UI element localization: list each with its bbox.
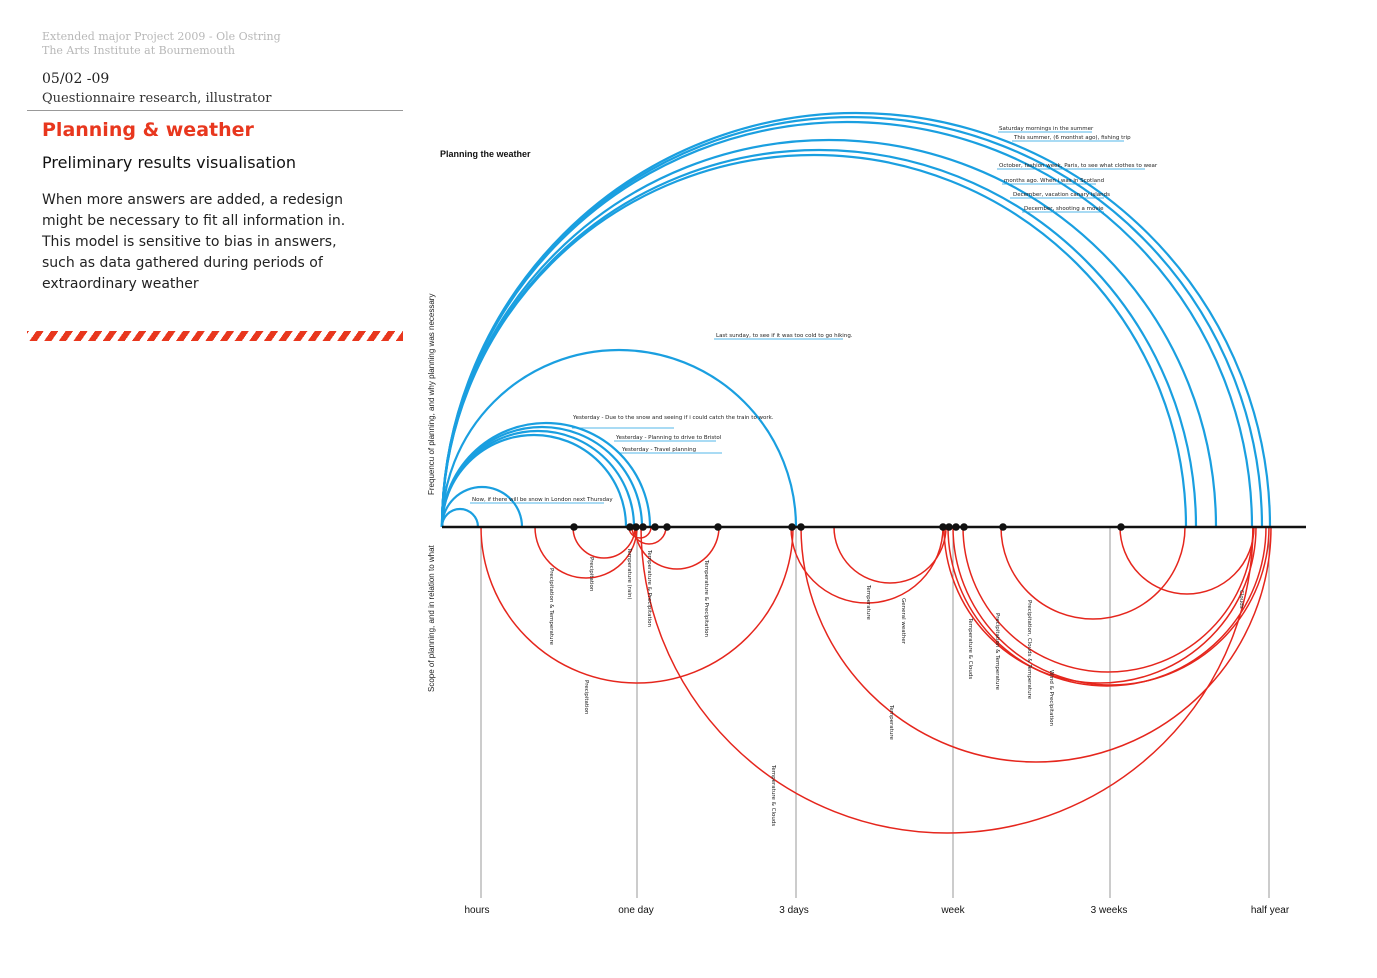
answer-dot — [797, 523, 805, 531]
scope-label: Temperature & Clouds — [770, 764, 776, 826]
scope-label: Precipitation & Temperature — [548, 568, 554, 646]
answer-dot — [952, 523, 960, 531]
answer-dot — [663, 523, 671, 531]
arc-scope — [1000, 526, 1186, 620]
scope-label: Precipitation & Temperature — [994, 613, 1000, 691]
arc-frequency — [440, 433, 628, 528]
header-subtitle: Questionnaire research, illustrator — [42, 91, 272, 106]
scope-arcs — [480, 526, 1272, 834]
scope-label: Precipitation — [588, 557, 594, 592]
answer-label: months ago. When i was in Scotland — [1004, 178, 1104, 184]
answer-label: Yesterday - Planning to drive to Bristol — [615, 435, 722, 441]
arc-scope — [480, 526, 794, 684]
arc-frequency — [440, 111, 1272, 528]
scope-label: General weather — [900, 598, 906, 645]
arc-scope — [833, 526, 947, 584]
scope-label: Temperature (rain) — [626, 547, 632, 600]
date: 05/02 -09 — [42, 71, 110, 87]
arc-frequency — [440, 485, 524, 528]
scope-label: Clouds — [1238, 590, 1244, 609]
answer-labels: Saturday mornings in the summer This sum… — [472, 126, 1158, 503]
answer-dot — [999, 523, 1007, 531]
scope-label: Temperature — [865, 584, 871, 620]
time-label-3-weeks: 3 weeks — [1091, 905, 1128, 916]
scope-label: Precipitation — [583, 680, 589, 715]
arc-frequency — [440, 421, 652, 528]
arc-scope — [800, 526, 1272, 763]
description-text: When more answers are added, a redesign … — [42, 192, 346, 292]
arc-scope — [640, 526, 1254, 834]
answer-dot — [639, 523, 647, 531]
arc-scope — [952, 526, 1270, 686]
time-gridlines — [480, 527, 1270, 898]
answer-label: This summer, (6 monthst ago), fishing tr… — [1013, 135, 1131, 141]
arc-scope — [962, 526, 1254, 673]
scope-label: Temperature & Precipitation — [646, 549, 652, 628]
answer-label: Last sunday, to see if it was too cold t… — [716, 333, 853, 339]
credit-line-1: Extended major Project 2009 - Ole Ostrin… — [42, 30, 281, 43]
page-title: Planning & weather — [42, 119, 254, 141]
answer-dot — [714, 523, 722, 531]
time-label-3-days: 3 days — [779, 905, 808, 916]
answer-dot — [570, 523, 578, 531]
answer-label: October, fashion week, Paris, to see wha… — [999, 163, 1158, 169]
time-label-week: week — [940, 905, 965, 916]
answer-label: Saturday mornings in the summer — [999, 126, 1094, 132]
answer-label: December, vacation canary islands — [1013, 192, 1110, 198]
answer-leaders — [470, 131, 1145, 504]
arc-scope — [947, 526, 1267, 687]
answer-dot — [632, 523, 640, 531]
left-info-panel: Extended major Project 2009 - Ole Ostrin… — [0, 0, 410, 978]
arc-frequency — [440, 348, 798, 528]
time-label-half-year: half year — [1251, 905, 1290, 916]
answer-dot — [945, 523, 953, 531]
arc-scope — [943, 526, 1257, 684]
scope-label: Wind & Precipitation — [1048, 670, 1054, 726]
section-subtitle: Preliminary results visualisation — [42, 153, 296, 172]
answer-dots — [570, 523, 1125, 531]
arc-frequency — [440, 120, 1254, 528]
arc-scope — [628, 526, 652, 539]
arc-scope — [631, 526, 667, 545]
frequency-arcs — [440, 111, 1272, 528]
arc-frequency — [440, 507, 480, 528]
arc-scope — [534, 526, 638, 579]
arc-scope — [1119, 526, 1255, 595]
answer-dot — [788, 523, 796, 531]
answer-dot — [651, 523, 659, 531]
answer-dot — [1117, 523, 1125, 531]
arc-scope — [572, 526, 636, 559]
arc-frequency — [440, 115, 1264, 528]
scope-label: Temperature & Clouds — [967, 617, 973, 679]
answer-dot — [960, 523, 968, 531]
answer-label: Now, if there will be snow in London nex… — [472, 497, 613, 503]
scope-labels: Precipitation Precipitation & Temperatur… — [548, 547, 1244, 826]
time-label-hours: hours — [464, 905, 489, 916]
answer-label: Yesterday - Due to the snow and seeing i… — [572, 415, 774, 421]
time-label-one-day: one day — [618, 905, 654, 916]
header-divider — [27, 110, 403, 111]
arc-frequency — [440, 138, 1218, 528]
hazard-stripe-divider — [27, 331, 403, 341]
arc-frequency — [440, 148, 1198, 528]
answer-dot — [939, 523, 947, 531]
time-axis-labels: hours one day 3 days week 3 weeks half y… — [464, 905, 1289, 916]
y-label-frequency: Frequencu of planning, and why planning … — [427, 294, 436, 495]
y-label-scope: Scope of planning, and in relation to wh… — [427, 544, 436, 692]
scope-label: Precipitation, Clouds & Temperature — [1026, 600, 1032, 700]
scope-label: Temperature & Precipitation — [703, 559, 709, 638]
arc-scope — [634, 526, 720, 570]
answer-label: December, shooting a movie — [1024, 206, 1104, 212]
credit-line-2: The Arts Institute at Bournemouth — [42, 44, 235, 57]
diagram-title: Planning the weather — [440, 149, 531, 159]
answer-label: Yesterday - Travel planning — [621, 447, 696, 453]
answer-dot — [626, 523, 634, 531]
scope-label: Temperature — [888, 704, 894, 740]
